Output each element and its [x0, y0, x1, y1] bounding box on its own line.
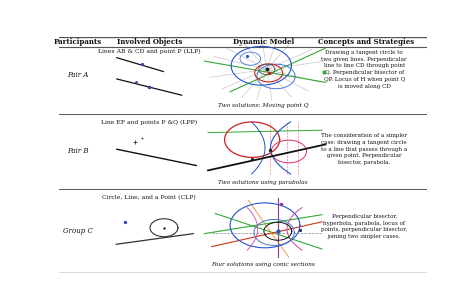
Text: The consideration of a simpler
case: drawing a tangent circle
to a line that pas: The consideration of a simpler case: dra…: [321, 133, 407, 165]
Text: Participants: Participants: [54, 38, 102, 46]
Text: Four solutions using conic sections: Four solutions using conic sections: [211, 262, 315, 267]
Text: Perpendicular bisector,
hyperbola, parabola, locus of
points, perpendicular bise: Perpendicular bisector, hyperbola, parab…: [321, 214, 407, 239]
Text: Two solutions: Moving point Q: Two solutions: Moving point Q: [218, 103, 309, 108]
Text: Drawing a tangent circle to
two given lines. Perpendicular
line to line CD throu: Drawing a tangent circle to two given li…: [321, 50, 407, 89]
Text: Pair B: Pair B: [67, 147, 88, 155]
Text: Line EF and points P &Q (LPP): Line EF and points P &Q (LPP): [101, 119, 197, 125]
Text: Group C: Group C: [63, 227, 92, 235]
Text: Two solutions using parabolas: Two solutions using parabolas: [219, 180, 308, 185]
Text: Circle, Line, and a Point (CLP): Circle, Line, and a Point (CLP): [102, 195, 196, 200]
Text: Lines AB & CD and point P (LLP): Lines AB & CD and point P (LLP): [98, 49, 201, 54]
Text: Dynamic Model: Dynamic Model: [233, 38, 294, 46]
Text: Concepts and Strategies: Concepts and Strategies: [318, 38, 414, 46]
Text: Pair A: Pair A: [67, 71, 88, 79]
Text: Involved Objects: Involved Objects: [117, 38, 182, 46]
